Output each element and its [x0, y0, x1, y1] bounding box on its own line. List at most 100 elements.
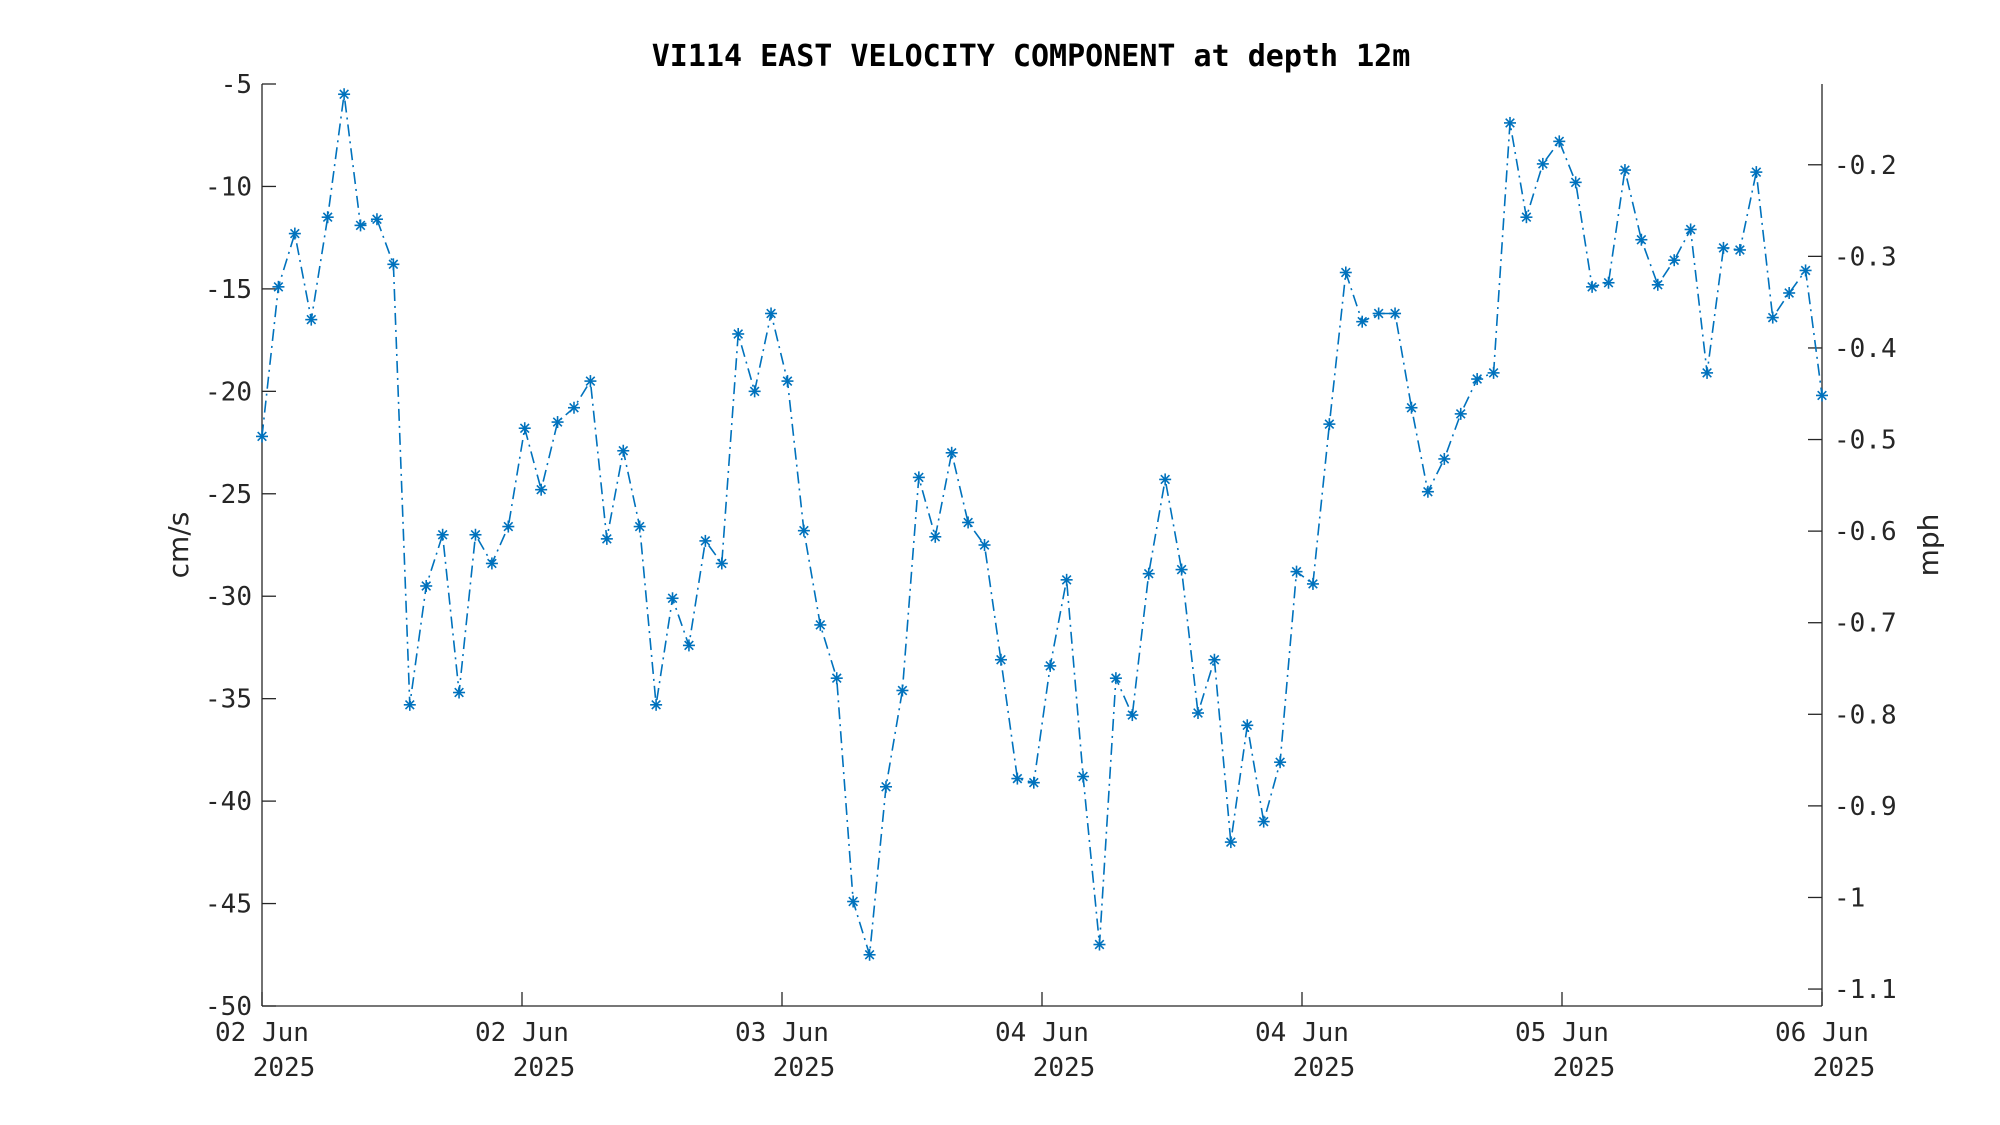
data-point	[1438, 452, 1451, 465]
data-point	[518, 422, 531, 435]
x-tick-year: 2025	[1293, 1053, 1356, 1083]
data-point	[1766, 311, 1779, 324]
data-point	[1208, 653, 1221, 666]
data-point	[1142, 567, 1155, 580]
data-point	[1454, 407, 1467, 420]
data-point	[1799, 264, 1812, 277]
y-axis-label: cm/s	[162, 512, 195, 579]
x-tick-year: 2025	[513, 1053, 576, 1083]
data-point	[1192, 707, 1204, 720]
x-ticks: 02 Jun 2025 02 Jun 2025 03 Jun 2025 04 Jun 2025…	[215, 992, 1875, 1083]
data-point	[1372, 307, 1385, 320]
x-tick-label: 06 Jun	[1775, 1018, 1869, 1048]
x-tick-year: 2025	[1553, 1053, 1616, 1083]
y2-tick-label: -0.9	[1834, 792, 1897, 822]
data-point	[912, 471, 925, 484]
x-tick-label: 03 Jun	[735, 1018, 829, 1048]
data-point	[666, 592, 679, 605]
data-point	[682, 639, 695, 652]
data-point	[1274, 756, 1287, 769]
data-point	[1471, 373, 1484, 386]
data-point	[650, 698, 663, 711]
y2-tick-label: -0.8	[1834, 700, 1897, 730]
right-y-ticks: -0.2 -0.3 -0.4 -0.5 -0.6 -0.7 -0.8 -0.9 -1 -1.1	[1808, 151, 1897, 1005]
data-point	[1224, 836, 1237, 849]
data-point	[929, 530, 942, 543]
y2-tick-label: -1	[1834, 883, 1865, 913]
data-point	[1651, 278, 1664, 291]
data-point	[1750, 166, 1763, 179]
data-point	[994, 653, 1007, 666]
data-point	[699, 534, 712, 547]
data-point	[633, 520, 646, 533]
y-tick-label: -45	[205, 890, 252, 920]
data-point	[1175, 563, 1188, 576]
data-point	[830, 672, 843, 685]
data-point	[1027, 776, 1040, 789]
data-point	[1077, 770, 1090, 783]
data-point	[338, 88, 351, 101]
x-tick-year: 2025	[253, 1053, 316, 1083]
data-point	[1536, 157, 1549, 170]
data-point	[600, 532, 613, 545]
x-tick-year: 2025	[1033, 1053, 1096, 1083]
data-point	[535, 483, 548, 496]
data-point	[896, 684, 909, 697]
data-point	[453, 686, 466, 699]
data-point	[1553, 135, 1566, 148]
data-point	[1816, 389, 1828, 402]
data-point	[1323, 418, 1336, 431]
y-tick-label: -50	[205, 992, 252, 1022]
data-point	[1109, 672, 1122, 685]
data-point	[880, 780, 892, 793]
data-point	[272, 280, 285, 293]
data-point	[715, 557, 728, 570]
data-point	[256, 430, 268, 443]
data-point	[436, 528, 449, 541]
data-point	[1602, 276, 1615, 289]
x-tick-label: 05 Jun	[1515, 1018, 1609, 1048]
left-y-ticks: -5 -10 -15 -20 -25 -30 -35 -40 -45 -50	[205, 70, 276, 1022]
data-point	[584, 375, 597, 388]
x-tick-label: 02 Jun	[215, 1018, 309, 1048]
data-point	[502, 520, 515, 533]
y-tick-label: -35	[205, 685, 252, 715]
data-point	[288, 227, 301, 240]
series-group	[256, 88, 1828, 961]
data-point	[978, 539, 991, 551]
y2-tick-label: -0.4	[1834, 334, 1897, 364]
y-tick-label: -10	[205, 172, 252, 202]
data-point	[354, 219, 367, 232]
data-point	[469, 528, 482, 541]
y2-tick-label: -0.3	[1834, 242, 1897, 272]
data-point	[765, 307, 778, 320]
y-tick-label: -20	[205, 377, 252, 407]
data-point	[617, 444, 630, 457]
data-point	[847, 895, 860, 908]
y2-tick-label: -1.1	[1834, 975, 1897, 1005]
data-point	[1733, 243, 1746, 256]
series-line	[261, 94, 1823, 956]
data-point	[814, 618, 827, 631]
data-point	[1618, 164, 1631, 177]
data-point	[1701, 366, 1714, 379]
data-point	[1126, 709, 1139, 722]
y2-tick-label: -0.6	[1834, 517, 1897, 547]
data-point	[1421, 485, 1434, 498]
data-point	[1684, 223, 1697, 236]
data-point	[403, 698, 416, 711]
data-point	[1339, 266, 1352, 279]
x-tick-label: 04 Jun	[995, 1018, 1089, 1048]
data-point	[1569, 176, 1582, 189]
data-point	[748, 385, 761, 398]
data-point	[797, 524, 810, 537]
data-point	[781, 375, 794, 388]
data-point	[732, 327, 745, 340]
plot-axes	[261, 84, 1823, 1007]
x-tick-label: 04 Jun	[1255, 1018, 1349, 1048]
data-point	[370, 213, 383, 226]
data-point	[1011, 772, 1024, 785]
data-point	[1783, 286, 1796, 299]
data-point	[945, 446, 958, 459]
